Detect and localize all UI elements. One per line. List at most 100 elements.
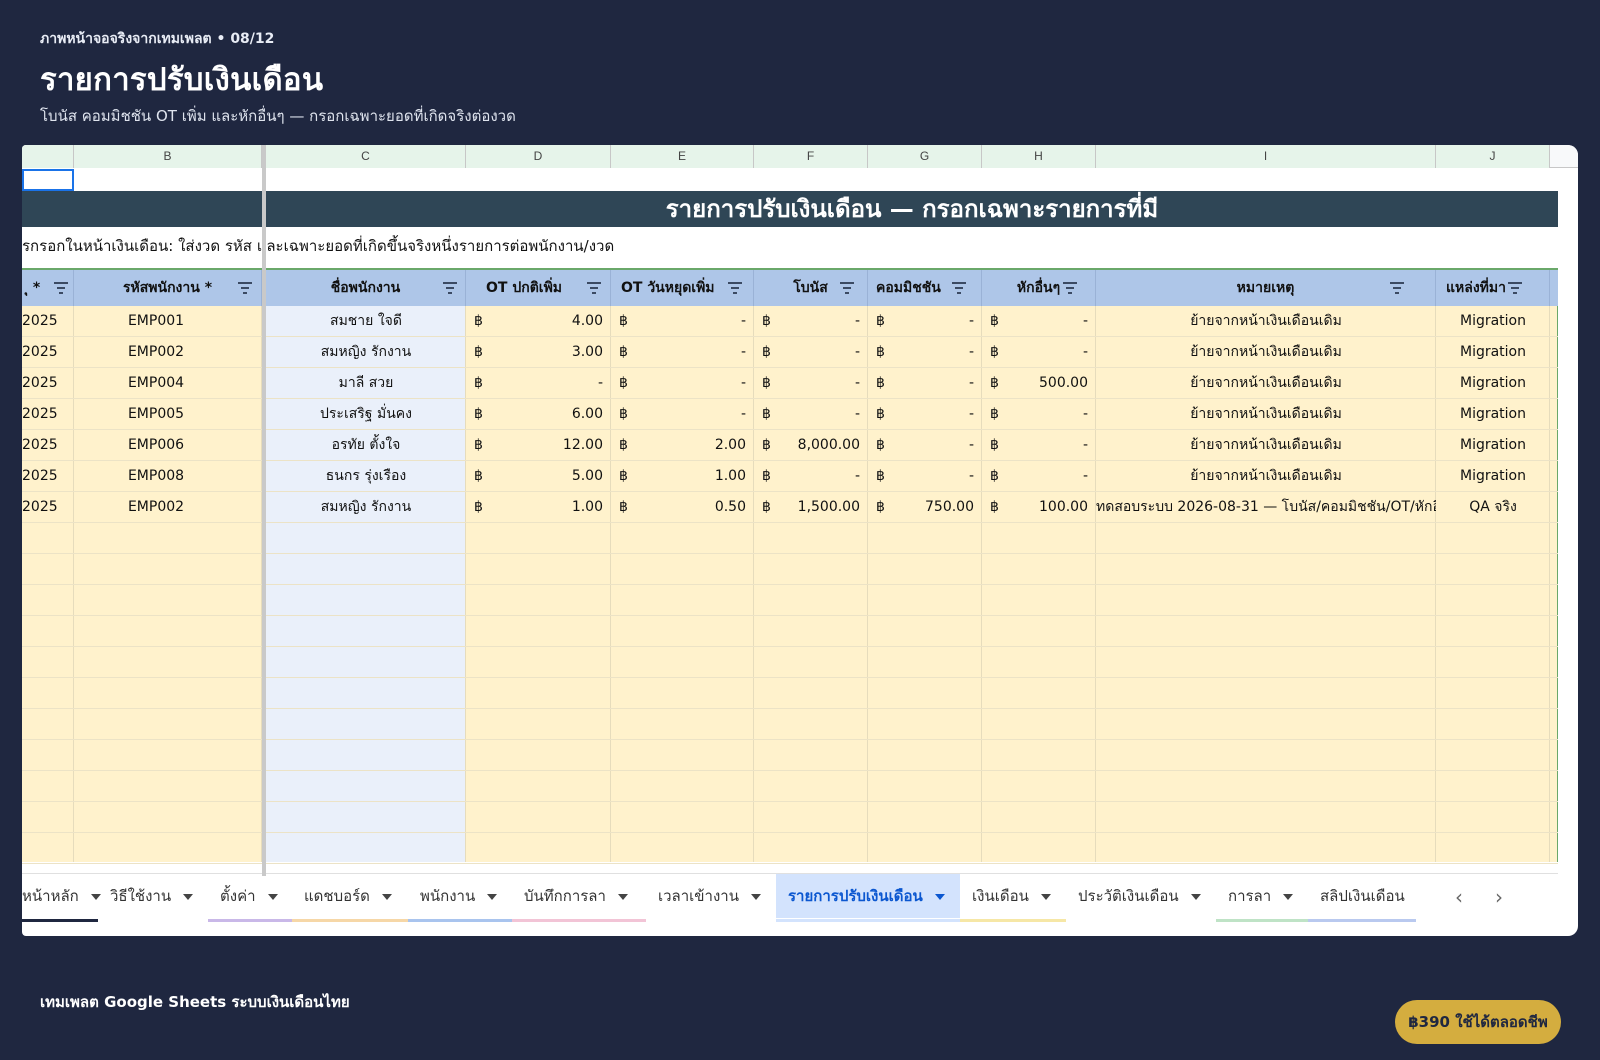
cell-period[interactable]: 2025 bbox=[22, 375, 58, 391]
cell-bonus[interactable]: - bbox=[854, 313, 860, 329]
cell-employee-name[interactable]: สมหญิง รักงาน bbox=[320, 499, 412, 515]
cell-commission[interactable]: - bbox=[968, 406, 974, 422]
filter-icon[interactable] bbox=[587, 282, 601, 294]
cell-employee-name[interactable]: มาลี สวย bbox=[338, 375, 394, 391]
cell-commission[interactable]: - bbox=[968, 468, 974, 484]
header-bonus[interactable]: โบนัส bbox=[754, 270, 868, 306]
header-period[interactable]: ุ * bbox=[22, 270, 74, 306]
header-commission[interactable]: คอมมิชชัน bbox=[868, 270, 982, 306]
tab-sheet[interactable]: หน้าหลัก bbox=[22, 874, 101, 922]
table-row[interactable] bbox=[22, 771, 1558, 802]
cell-bonus[interactable]: - bbox=[854, 344, 860, 360]
table-row[interactable] bbox=[22, 647, 1558, 678]
cell-remarks[interactable]: ย้ายจากหน้าเงินเดือนเดิม bbox=[1190, 437, 1342, 453]
table-row[interactable]: 2025 EMP005 ประเสริฐ มั่นคง฿ 6.00 ฿ - ฿ - ฿ - ฿ - ย้… bbox=[22, 399, 1558, 430]
cell-other-deductions[interactable]: 500.00 bbox=[1039, 375, 1088, 391]
cell-source[interactable]: QA จริง bbox=[1469, 499, 1517, 515]
cell-ot-holiday[interactable]: - bbox=[740, 406, 746, 422]
filter-icon[interactable] bbox=[840, 282, 854, 294]
tab-sheet[interactable]: พนักงาน bbox=[408, 874, 512, 922]
header-remarks[interactable]: หมายเหตุ bbox=[1096, 270, 1436, 306]
tab-sheet[interactable]: แดชบอร์ด bbox=[292, 874, 408, 922]
cell-commission[interactable]: - bbox=[968, 437, 974, 453]
table-row[interactable] bbox=[22, 709, 1558, 740]
cell-source[interactable]: Migration bbox=[1459, 313, 1526, 329]
chevron-down-icon[interactable] bbox=[487, 893, 498, 900]
header-ot-holiday[interactable]: OT วันหยุดเพิ่ม bbox=[611, 270, 754, 306]
tab-sheet[interactable]: บันทึกการลา bbox=[512, 874, 646, 922]
filter-icon[interactable] bbox=[443, 282, 457, 294]
cell-ot-holiday[interactable]: - bbox=[740, 313, 746, 329]
column-header-j[interactable]: J bbox=[1436, 145, 1550, 168]
table-row[interactable]: 2025 EMP002 สมหญิง รักงาน฿ 3.00 ฿ - ฿ - ฿ - ฿ - ย้าย… bbox=[22, 337, 1558, 368]
cell-source[interactable]: Migration bbox=[1459, 344, 1526, 360]
cell-commission[interactable]: 750.00 bbox=[925, 499, 974, 515]
cell-ot-regular[interactable]: 4.00 bbox=[571, 313, 603, 329]
filter-icon[interactable] bbox=[1390, 282, 1404, 294]
column-header-c[interactable]: C bbox=[266, 145, 466, 168]
selected-cell[interactable] bbox=[22, 169, 74, 191]
chevron-down-icon[interactable] bbox=[1190, 893, 1201, 900]
cell-commission[interactable]: - bbox=[968, 375, 974, 391]
table-row[interactable]: 2025 EMP004 มาลี สวย฿ - ฿ - ฿ - ฿ - ฿ 500.00 ย้ายจาก… bbox=[22, 368, 1558, 399]
cell-source[interactable]: Migration bbox=[1459, 437, 1526, 453]
header-employee-name[interactable]: ชื่อพนักงาน bbox=[266, 270, 466, 306]
table-row[interactable] bbox=[22, 740, 1558, 771]
cell-other-deductions[interactable]: - bbox=[1082, 406, 1088, 422]
table-row[interactable] bbox=[22, 616, 1558, 647]
column-header-b[interactable]: B bbox=[74, 145, 262, 168]
cell-employee-name[interactable]: อรทัย ตั้งใจ bbox=[331, 437, 401, 453]
cell-period[interactable]: 2025 bbox=[22, 313, 58, 329]
cell-other-deductions[interactable]: 100.00 bbox=[1039, 499, 1088, 515]
cell-ot-regular[interactable]: 1.00 bbox=[571, 499, 603, 515]
cell-bonus[interactable]: - bbox=[854, 468, 860, 484]
cell-bonus[interactable]: - bbox=[854, 375, 860, 391]
cell-employee-name[interactable]: สมชาย ใจดี bbox=[330, 313, 402, 329]
header-ot-regular[interactable]: OT ปกติเพิ่ม bbox=[466, 270, 611, 306]
cell-ot-regular[interactable]: 12.00 bbox=[562, 437, 603, 453]
cell-remarks[interactable]: ย้ายจากหน้าเงินเดือนเดิม bbox=[1190, 406, 1342, 422]
table-row[interactable]: 2025 EMP008 ธนกร รุ่งเรือง฿ 5.00 ฿ 1.00 ฿ - ฿ - ฿ -… bbox=[22, 461, 1558, 492]
tab-sheet[interactable]: รายการปรับเงินเดือน bbox=[776, 874, 960, 922]
table-row[interactable]: 2025 EMP001 สมชาย ใจดี฿ 4.00 ฿ - ฿ - ฿ - ฿ - ย้ายจาก… bbox=[22, 306, 1558, 337]
column-header-f[interactable]: F bbox=[754, 145, 868, 168]
chevron-down-icon[interactable] bbox=[183, 893, 194, 900]
cell-employee-id[interactable]: EMP002 bbox=[127, 499, 185, 515]
column-header-i[interactable]: I bbox=[1096, 145, 1436, 168]
cell-ot-holiday[interactable]: - bbox=[740, 344, 746, 360]
filter-icon[interactable] bbox=[952, 282, 966, 294]
tab-sheet[interactable]: เงินเดือน bbox=[960, 874, 1066, 922]
tab-sheet[interactable]: เวลาเข้างาน bbox=[646, 874, 776, 922]
cell-employee-name[interactable]: ธนกร รุ่งเรือง bbox=[325, 468, 407, 484]
column-header-g[interactable]: G bbox=[868, 145, 982, 168]
column-header-d[interactable]: D bbox=[466, 145, 611, 168]
buy-button[interactable]: ฿390 ใช้ได้ตลอดชีพ bbox=[1395, 1000, 1561, 1044]
cell-employee-name[interactable]: ประเสริฐ มั่นคง bbox=[320, 406, 412, 422]
cell-ot-holiday[interactable]: 0.50 bbox=[714, 499, 746, 515]
cell-source[interactable]: Migration bbox=[1459, 375, 1526, 391]
cell-period[interactable]: 2025 bbox=[22, 437, 58, 453]
cell-employee-id[interactable]: EMP004 bbox=[127, 375, 185, 391]
table-row[interactable] bbox=[22, 678, 1558, 709]
header-employee-id[interactable]: รหัสพนักงาน * bbox=[74, 270, 262, 306]
filter-icon[interactable] bbox=[1063, 282, 1077, 294]
cell-ot-holiday[interactable]: 1.00 bbox=[714, 468, 746, 484]
cell-commission[interactable]: - bbox=[968, 344, 974, 360]
cell-period[interactable]: 2025 bbox=[22, 406, 58, 422]
cell-employee-id[interactable]: EMP005 bbox=[127, 406, 185, 422]
cell-other-deductions[interactable]: - bbox=[1082, 313, 1088, 329]
chevron-down-icon[interactable] bbox=[90, 893, 101, 900]
filter-icon[interactable] bbox=[54, 282, 68, 294]
cell-bonus[interactable]: 8,000.00 bbox=[797, 437, 860, 453]
cell-remarks[interactable]: ย้ายจากหน้าเงินเดือนเดิม bbox=[1190, 468, 1342, 484]
column-header-a[interactable] bbox=[22, 145, 74, 168]
chevron-left-icon[interactable]: ‹ bbox=[1455, 885, 1463, 909]
cell-remarks[interactable]: ย้ายจากหน้าเงินเดือนเดิม bbox=[1190, 313, 1342, 329]
chevron-down-icon[interactable] bbox=[381, 893, 392, 900]
cell-remarks[interactable]: ย้ายจากหน้าเงินเดือนเดิม bbox=[1190, 375, 1342, 391]
chevron-down-icon[interactable] bbox=[934, 893, 945, 900]
filter-icon[interactable] bbox=[728, 282, 742, 294]
table-row[interactable] bbox=[22, 833, 1558, 864]
chevron-down-icon[interactable] bbox=[267, 893, 278, 900]
chevron-down-icon[interactable] bbox=[750, 893, 761, 900]
